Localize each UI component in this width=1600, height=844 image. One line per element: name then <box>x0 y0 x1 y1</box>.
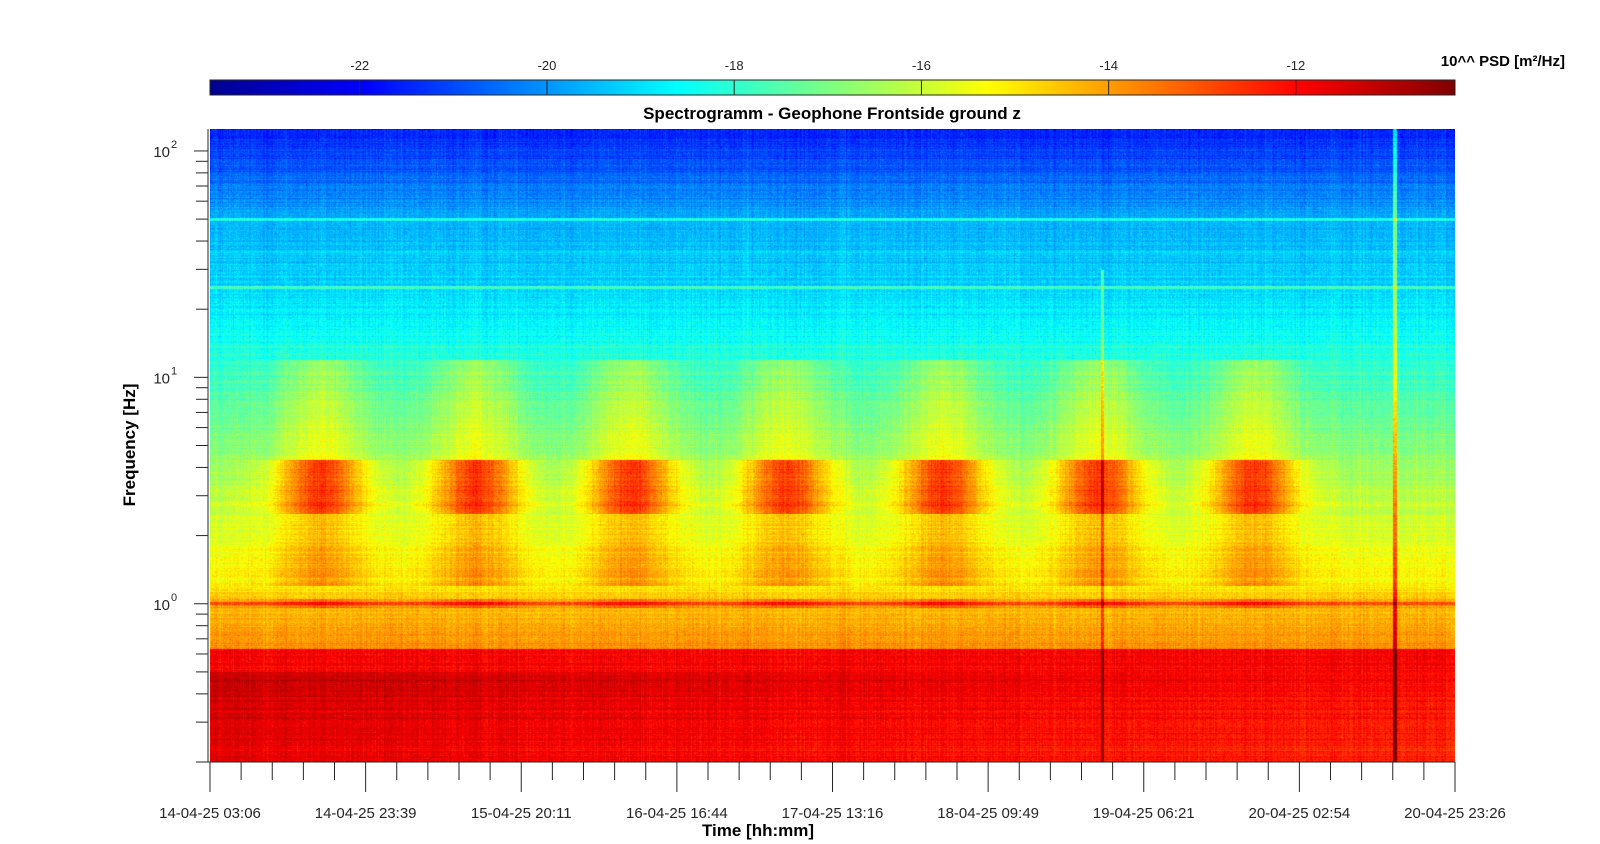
x-tick-label: 14-04-25 23:39 <box>315 805 417 822</box>
spectrogram-heatmap <box>210 129 1455 762</box>
colorbar-tick-label: -16 <box>912 58 931 73</box>
colorbar-tick-label: -18 <box>725 58 744 73</box>
x-tick-label: 15-04-25 20:11 <box>471 805 572 822</box>
colorbar: -22 -20 -18 -16 -14 -12 10^^ PSD [m²/Hz] <box>209 53 1565 96</box>
colorbar-title: 10^^ PSD [m²/Hz] <box>1441 53 1565 70</box>
x-tick-label: 19-04-25 06:21 <box>1093 805 1195 822</box>
colorbar-tick-label: -14 <box>1099 58 1118 73</box>
x-axis-ticks: 14-04-25 03:06 14-04-25 23:39 15-04-25 20:… <box>159 762 1506 822</box>
chart-title: Spectrogramm - Geophone Frontside ground… <box>643 104 1021 123</box>
y-tick-base: 10 <box>153 597 170 614</box>
y-axis-title: Frequency [Hz] <box>120 384 139 507</box>
colorbar-tick-label: -12 <box>1286 58 1305 73</box>
y-tick-base: 10 <box>153 370 170 387</box>
x-tick-label: 16-04-25 16:44 <box>626 805 728 822</box>
y-tick-label: 10 2 <box>153 139 177 161</box>
x-tick-label: 17-04-25 13:16 <box>782 805 884 822</box>
x-axis-title: Time [hh:mm] <box>702 821 814 840</box>
x-tick-label: 14-04-25 03:06 <box>159 805 261 822</box>
y-tick-exponent: 0 <box>171 592 177 604</box>
y-tick-exponent: 2 <box>171 139 177 151</box>
x-tick-label: 20-04-25 23:26 <box>1404 805 1506 822</box>
colorbar-tick-label: -22 <box>350 58 369 73</box>
x-tick-label: 20-04-25 02:54 <box>1249 805 1351 822</box>
x-tick-label: 18-04-25 09:49 <box>937 805 1039 822</box>
colorbar-tick-label: -20 <box>538 58 557 73</box>
y-tick-exponent: 1 <box>171 365 177 377</box>
y-tick-base: 10 <box>153 144 170 161</box>
colorbar-ticks: -22 -20 -18 -16 -14 -12 <box>350 58 1305 95</box>
colorbar-gradient <box>209 79 1456 96</box>
y-tick-label: 10 0 <box>153 592 177 614</box>
y-tick-label: 10 1 <box>153 365 177 387</box>
